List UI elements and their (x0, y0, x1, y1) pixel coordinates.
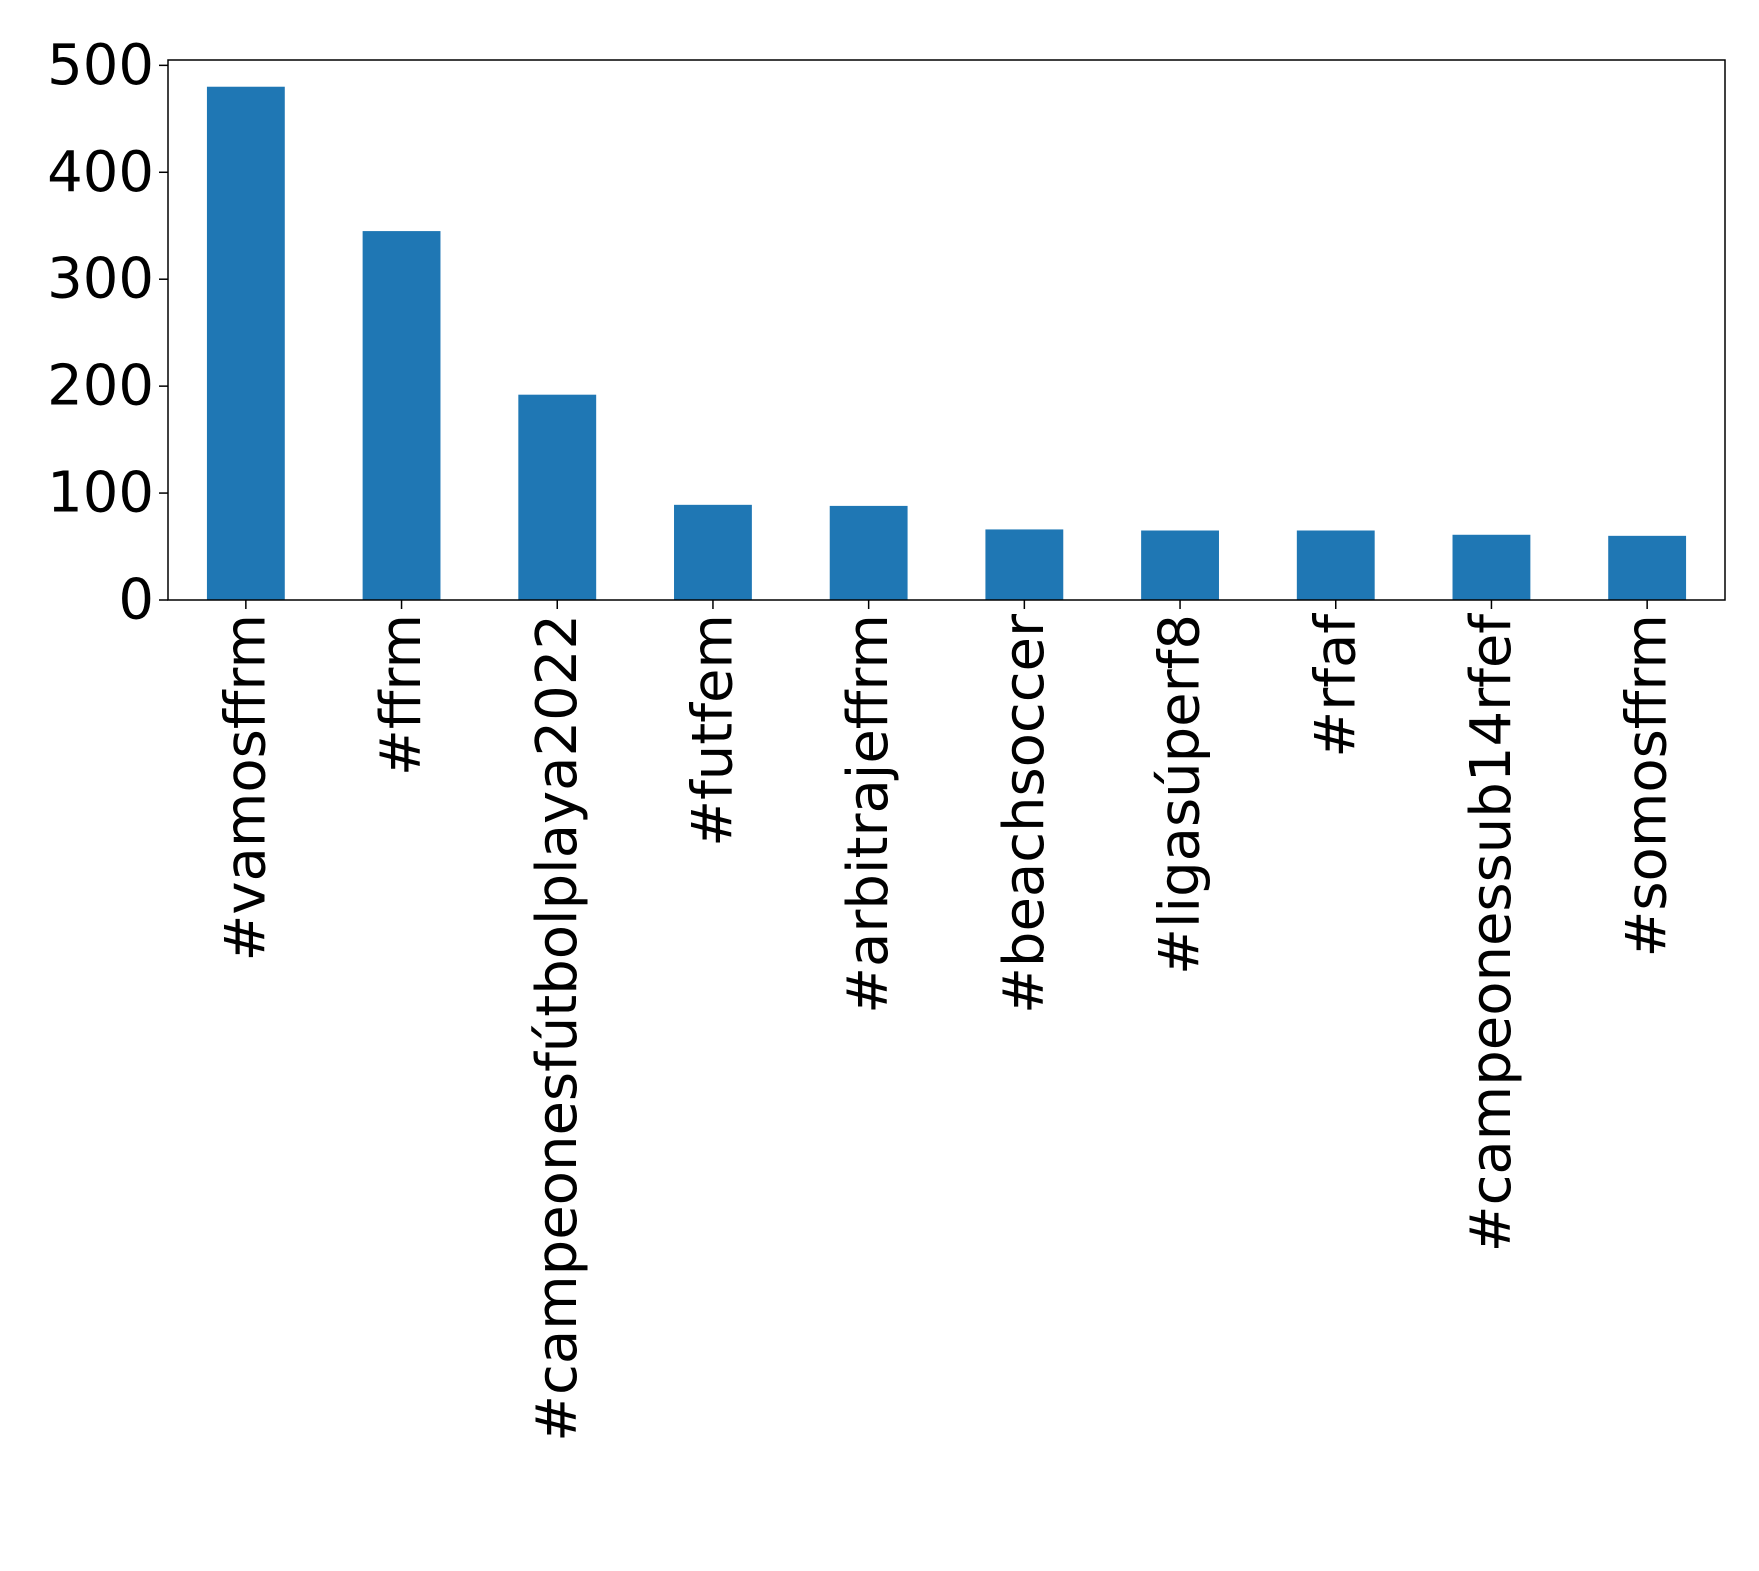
y-tick-label-0: 0 (118, 568, 154, 633)
y-tick-label-400: 400 (47, 140, 154, 205)
x-tick-label-8: #campeonessub14rfef (1459, 613, 1524, 1253)
y-tick-label-300: 300 (47, 247, 154, 312)
x-tick-label-6: #ligasúperf8 (1148, 614, 1213, 975)
bar-9 (1608, 535, 1687, 600)
x-axis: #vamosffrm #ffrm #campeonesfútbolplaya2022… (213, 600, 1680, 1442)
bar-8 (1452, 534, 1531, 600)
bar-4 (829, 505, 908, 600)
bars-group (206, 86, 1687, 601)
x-tick-label-2: #campeonesfútbolplaya2022 (525, 614, 590, 1442)
y-tick-label-500: 500 (47, 33, 154, 98)
x-tick-label-3: #futfem (680, 614, 745, 847)
bar-2 (518, 394, 597, 600)
bar-7 (1296, 530, 1375, 600)
x-tick-label-7: #rfaf (1303, 613, 1368, 758)
x-tick-label-1: #ffrm (369, 614, 434, 776)
bar-5 (985, 529, 1064, 600)
y-tick-label-100: 100 (47, 461, 154, 526)
y-axis: 0 100 200 300 400 500 (47, 33, 168, 633)
bar-3 (674, 504, 752, 600)
y-tick-label-200: 200 (47, 354, 154, 419)
x-tick-label-9: #somosffrm (1615, 614, 1680, 958)
bar-6 (1141, 530, 1219, 600)
x-tick-label-4: #arbitrajeffrm (836, 614, 901, 1014)
bar-0 (206, 86, 285, 601)
x-tick-label-5: #beachsoccer (992, 613, 1057, 1014)
x-tick-label-0: #vamosffrm (213, 614, 278, 962)
plot-area-frame (167, 59, 1726, 601)
bar-1 (362, 231, 441, 600)
